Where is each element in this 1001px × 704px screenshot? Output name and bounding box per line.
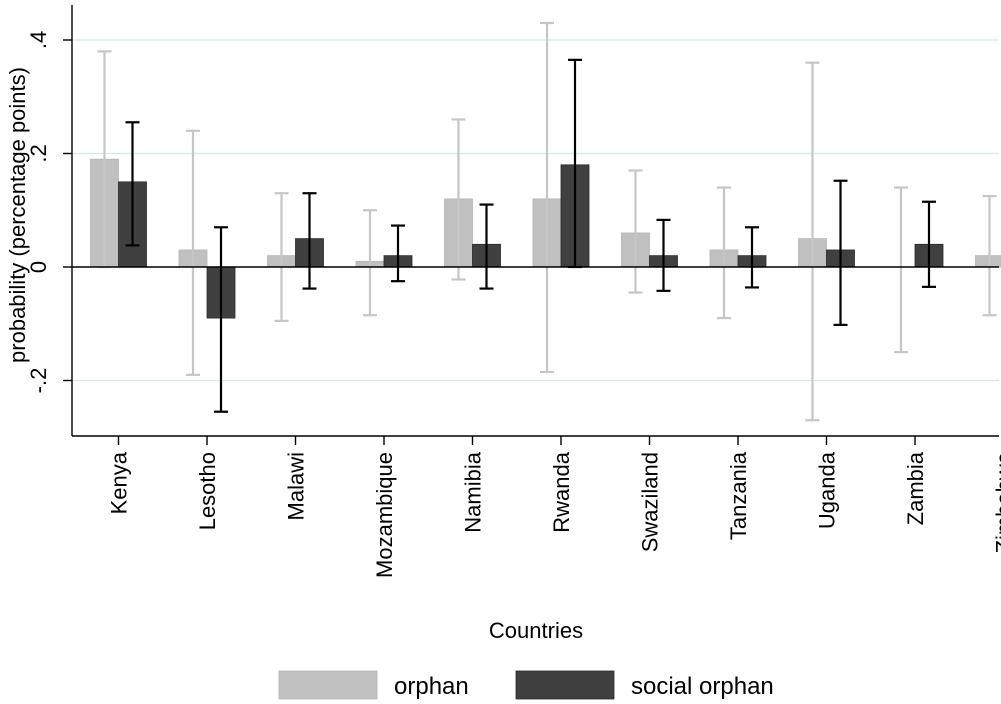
y-tick-label: -.2	[26, 368, 51, 394]
x-tick-label: Lesotho	[195, 452, 220, 530]
gridlines	[72, 39, 999, 382]
x-axis-title: Countries	[489, 618, 583, 643]
x-tick-label: Uganda	[815, 451, 840, 529]
x-tick-label: Tanzania	[726, 451, 751, 540]
y-tick-label: .4	[26, 31, 51, 49]
error-bars	[97, 21, 997, 422]
legend-label: orphan	[394, 673, 469, 700]
error-bar-social-orphan-mozambique	[391, 224, 405, 283]
x-tick-label: Zambia	[903, 451, 928, 525]
axes	[71, 5, 999, 437]
error-bar-social-orphan-swaziland	[656, 218, 671, 292]
y-tick-label: 0	[26, 261, 51, 273]
error-bar-orphan-zimbabwe	[982, 194, 997, 317]
error-bar-orphan-lesotho	[186, 129, 200, 376]
x-tick-label: Swaziland	[638, 452, 663, 552]
y-axis-ticks: -.2 0 .2 .4	[26, 31, 72, 394]
x-tick-label: Zimbabwe	[992, 452, 1001, 553]
x-tick-label: Kenya	[107, 451, 132, 514]
error-bar-orphan-malawi	[274, 192, 289, 323]
x-tick-label: Namibia	[461, 451, 486, 532]
error-bar-orphan-tanzania	[717, 186, 731, 320]
y-tick-label: .2	[26, 144, 51, 162]
error-bar-social-orphan-malawi	[302, 192, 317, 290]
legend-swatch	[515, 670, 615, 700]
error-bar-orphan-mozambique	[363, 209, 377, 317]
x-tick-label: Malawi	[284, 452, 309, 520]
legend: orphan social orphan	[278, 670, 774, 700]
error-bar-orphan-uganda	[805, 61, 820, 422]
y-axis-title: probability (percentage points)	[5, 67, 30, 363]
bars	[90, 158, 1001, 319]
error-bar-social-orphan-namibia	[479, 203, 494, 290]
error-bar-orphan-swaziland	[628, 169, 643, 294]
error-bar-social-orphan-zambia	[922, 200, 936, 288]
x-axis-ticks: Kenya Lesotho Malawi Mozambique Namibia Rwand…	[107, 436, 1001, 578]
error-bar-social-orphan-kenya	[125, 121, 140, 247]
error-bar-social-orphan-uganda	[833, 179, 848, 326]
error-bar-orphan-rwanda	[540, 21, 554, 374]
error-bar-social-orphan-tanzania	[745, 226, 759, 289]
legend-swatch	[278, 670, 378, 700]
legend-item-social-orphan: social orphan	[515, 670, 774, 700]
error-bar-orphan-namibia	[451, 118, 466, 281]
error-bar-orphan-zambia	[894, 186, 908, 354]
legend-item-orphan: orphan	[278, 670, 469, 700]
x-tick-label: Mozambique	[372, 452, 397, 578]
bar-orphan-zimbabwe	[975, 255, 1001, 268]
error-bar-social-orphan-lesotho	[214, 226, 228, 413]
x-tick-label: Rwanda	[549, 451, 574, 532]
legend-label: social orphan	[631, 673, 774, 700]
